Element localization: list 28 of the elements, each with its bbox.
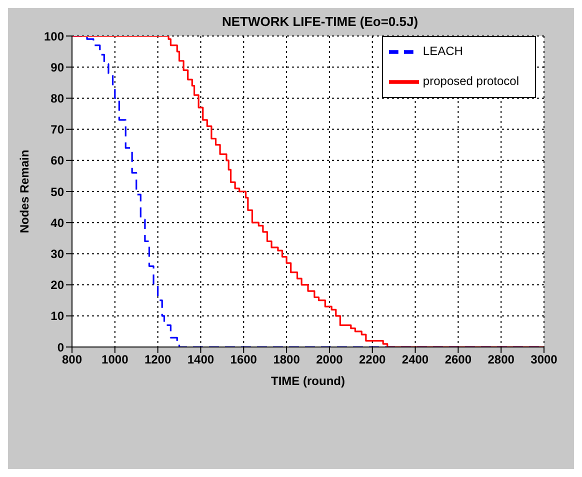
y-tick-label: 50 [50,184,64,199]
y-tick-label: 0 [57,340,64,354]
x-tick-label: 800 [62,352,82,367]
x-tick-label: 2200 [359,352,386,367]
x-tick-label: 1200 [144,352,172,367]
y-tick-label: 20 [50,278,64,292]
y-tick-label: 80 [50,91,64,106]
x-tick-label: 1400 [187,352,214,367]
y-tick-label: 100 [44,29,64,44]
x-axis-title: TIME (round) [271,374,345,388]
x-tick-label: 3000 [530,352,558,367]
x-tick-label: 2000 [316,352,344,367]
y-tick-label: 30 [50,246,64,261]
x-tick-label: 1800 [273,352,300,367]
x-tick-label: 1600 [230,352,258,367]
y-tick-label: 60 [50,154,64,168]
y-tick-label: 10 [50,309,64,324]
y-tick-label: 90 [50,60,64,74]
x-tick-label: 2800 [488,352,515,367]
y-tick-label: 70 [50,122,64,137]
x-tick-label: 2600 [444,352,472,367]
chart-title: NETWORK LIFE-TIME (Eo=0.5J) [222,14,418,29]
legend-label: LEACH [422,44,463,58]
y-tick-label: 40 [50,216,64,230]
x-tick-label: 1000 [102,352,129,367]
legend-label: proposed protocol [422,74,519,88]
x-tick-label: 2400 [402,352,429,367]
y-axis-title: Nodes Remain [17,150,32,234]
